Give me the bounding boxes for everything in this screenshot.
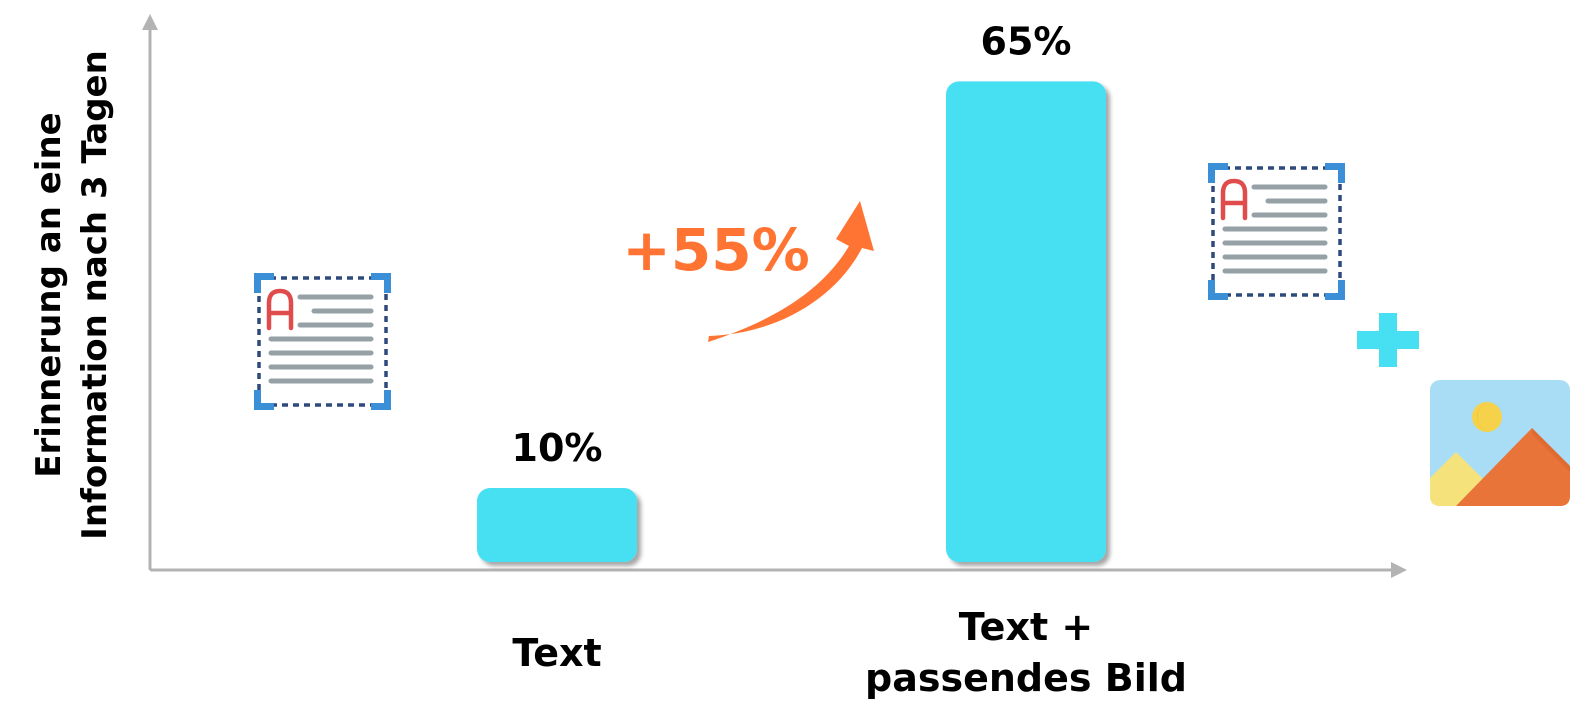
bars	[477, 81, 1106, 562]
y-axis-label: Erinnerung an eine Information nach 3 Tag…	[29, 50, 115, 540]
y-axis-label-line: Erinnerung an eine	[29, 112, 69, 477]
bar	[477, 488, 637, 562]
axes	[142, 14, 1407, 578]
y-axis-arrow	[142, 14, 158, 30]
x-axis-arrow	[1391, 562, 1407, 578]
y-axis-label-line: Information nach 3 Tagen	[75, 50, 115, 540]
value-label: 65%	[981, 19, 1072, 63]
text-document-icon	[254, 273, 391, 410]
category-label: Text + passendes Bild	[865, 605, 1187, 700]
text-document-icon	[1208, 163, 1345, 300]
category-labels: Text Text + passendes Bild	[512, 605, 1187, 700]
image-icon	[1430, 380, 1570, 506]
bar	[946, 81, 1106, 562]
growth-annotation: +55%	[622, 201, 874, 342]
value-label: 10%	[512, 426, 603, 470]
delta-label: +55%	[622, 216, 809, 284]
plus-icon	[1357, 313, 1419, 367]
category-label: Text	[512, 631, 601, 675]
category-label-line: Text +	[959, 605, 1093, 649]
growth-arrow-icon	[708, 201, 874, 342]
value-labels: 10% 65%	[512, 19, 1072, 470]
category-label-line: Text	[512, 631, 601, 675]
category-label-line: passendes Bild	[865, 656, 1187, 700]
